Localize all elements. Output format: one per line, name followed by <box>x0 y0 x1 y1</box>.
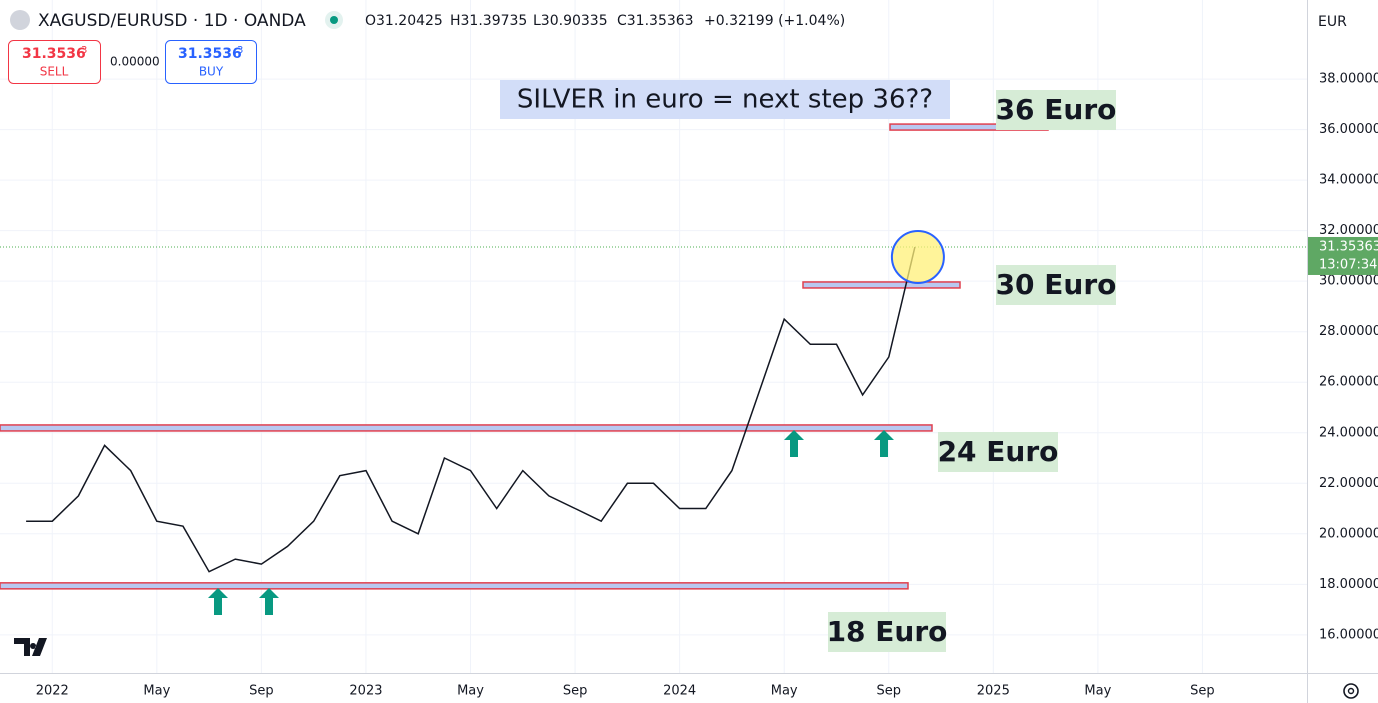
price-tag <box>1308 236 1378 275</box>
currency[interactable]: EUR <box>1318 14 1347 30</box>
x-tick-label: 2025 <box>977 684 1010 699</box>
arrow <box>259 588 279 615</box>
y-tick-label: 36.00000 <box>1319 122 1378 137</box>
level-label: 36 Euro <box>996 93 1117 126</box>
level-label: 30 Euro <box>996 268 1117 301</box>
level-line <box>0 424 933 432</box>
logo[interactable] <box>14 638 47 656</box>
y-tick-label: 28.00000 <box>1319 324 1378 339</box>
buy-pip[interactable]: 3 <box>237 45 243 56</box>
y-tick-label: 22.00000 <box>1319 476 1378 491</box>
y-tick-label: 16.00000 <box>1319 627 1378 642</box>
price-line <box>26 246 916 573</box>
symbol-title[interactable]: XAGUSD/EURUSD · 1D · OANDA <box>38 11 306 31</box>
countdown: 13:07:34 <box>1319 257 1377 272</box>
y-tick-label: 20.00000 <box>1319 526 1378 541</box>
symbol-icon[interactable] <box>10 10 30 30</box>
x-tick-label: 2022 <box>36 684 69 699</box>
y-tick-label: 18.00000 <box>1319 577 1378 592</box>
y-tick-label: 32.00000 <box>1319 223 1378 238</box>
level-label-box <box>938 432 1058 472</box>
price-tag-value: 31.35363 <box>1319 239 1378 254</box>
x-tick-label: May <box>1084 684 1111 699</box>
x-tick-label: Sep <box>877 684 902 699</box>
highlight-circle <box>890 229 945 284</box>
settings-icon[interactable] <box>1343 683 1359 699</box>
level-label: 18 Euro <box>827 615 948 648</box>
buy-label[interactable]: BUY <box>199 65 224 79</box>
status-dot <box>330 16 338 24</box>
currency-box[interactable] <box>1311 6 1375 36</box>
x-tick-label: May <box>143 684 170 699</box>
arrow <box>874 430 894 457</box>
buy-price[interactable]: 31.3536 <box>178 46 242 62</box>
sell-button[interactable] <box>8 40 101 84</box>
open: O31.20425 <box>365 13 443 29</box>
sell-pip[interactable]: 3 <box>81 45 87 56</box>
settings-icon-center[interactable] <box>1347 687 1355 695</box>
annotation-box <box>500 80 950 119</box>
buy-button[interactable] <box>165 40 257 84</box>
x-tick-label: 2024 <box>663 684 696 699</box>
arrow <box>784 430 804 457</box>
high: H31.39735 <box>450 13 527 29</box>
sell-price[interactable]: 31.3536 <box>22 46 86 62</box>
y-tick-label: 34.00000 <box>1319 173 1378 188</box>
low: L30.90335 <box>533 13 608 29</box>
level-label: 24 Euro <box>938 435 1059 468</box>
x-tick-label: May <box>771 684 798 699</box>
y-tick-label: 26.00000 <box>1319 375 1378 390</box>
arrows <box>208 430 894 615</box>
x-tick-label: Sep <box>249 684 274 699</box>
y-tick-label: 30.00000 <box>1319 274 1378 289</box>
level-label-box <box>828 612 946 652</box>
sell-label[interactable]: SELL <box>40 65 69 79</box>
level-line <box>802 281 961 289</box>
x-tick-label: May <box>457 684 484 699</box>
level-label-box <box>996 90 1116 130</box>
annotation: SILVER in euro = next step 36?? <box>517 85 933 115</box>
x-tick-label: Sep <box>1190 684 1215 699</box>
level-label-box <box>996 265 1116 305</box>
close: C31.35363 <box>617 13 694 29</box>
change: +0.32199 (+1.04%) <box>704 13 845 29</box>
spread: 0.00000 <box>110 55 160 69</box>
arrow <box>208 588 228 615</box>
x-tick-label: 2023 <box>349 684 382 699</box>
level-line <box>0 582 909 590</box>
y-tick-label: 38.00000 <box>1319 72 1378 87</box>
x-tick-label: Sep <box>563 684 588 699</box>
y-tick-label: 24.00000 <box>1319 425 1378 440</box>
